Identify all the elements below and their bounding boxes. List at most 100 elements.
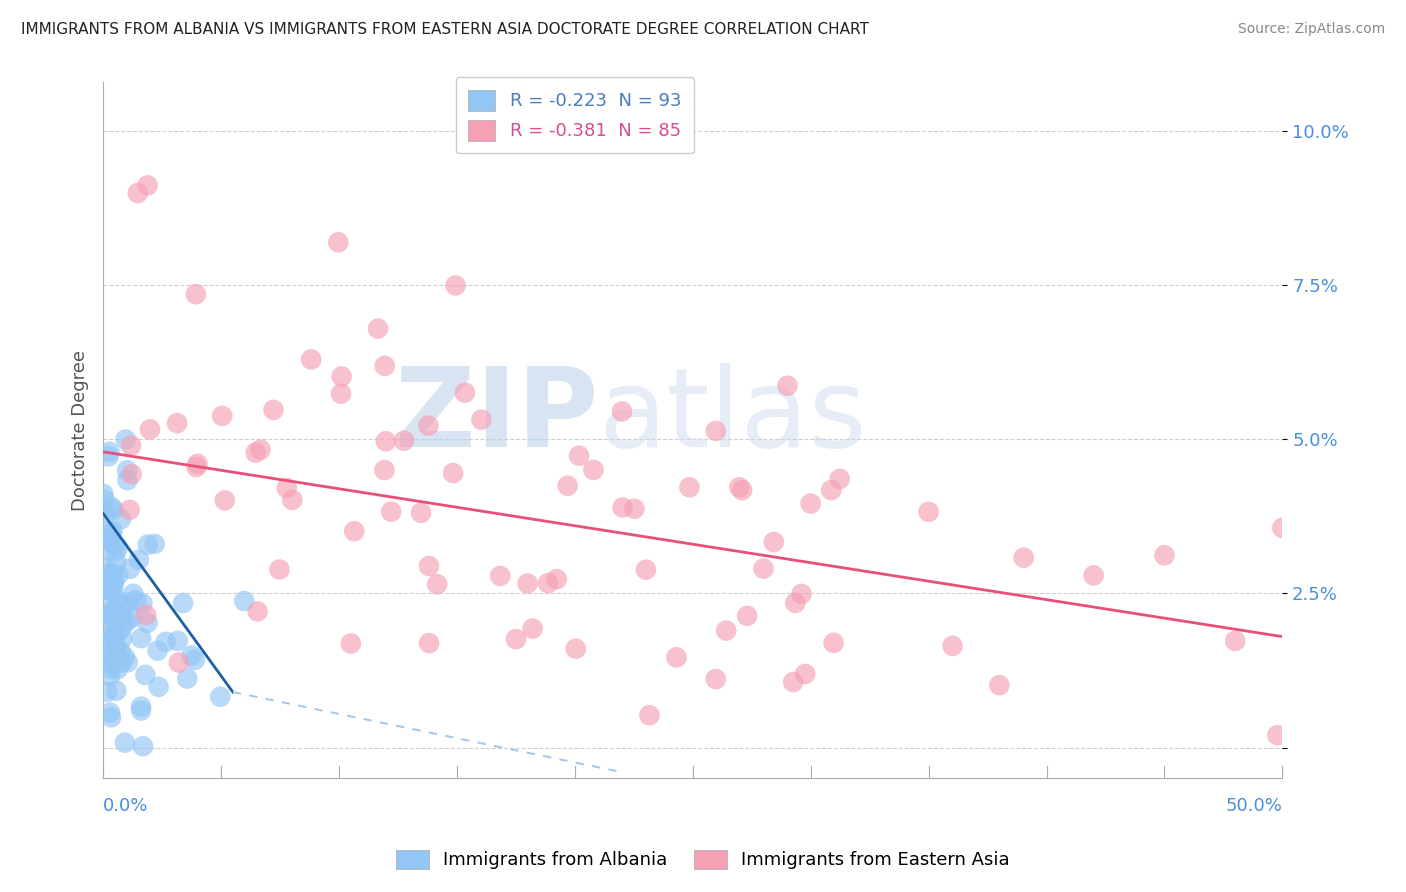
Point: [98, 582, 121, 596]
Point: [129, 699, 152, 714]
Point: [100, 569, 122, 583]
Point: [94, 582, 117, 596]
Point: [111, 620, 134, 634]
Point: [148, 680, 170, 694]
Point: [1083, 568, 1105, 582]
Point: [988, 678, 1011, 692]
Point: [704, 672, 727, 686]
Point: [800, 496, 823, 510]
Point: [103, 574, 125, 589]
Point: [263, 402, 285, 417]
Point: [245, 445, 267, 459]
Point: [111, 632, 134, 646]
Point: [117, 656, 139, 670]
Point: [97, 648, 120, 663]
Point: [441, 466, 464, 480]
Point: [93, 560, 115, 574]
Point: [107, 662, 129, 676]
Point: [103, 574, 125, 588]
Point: [129, 704, 152, 718]
Point: [100, 527, 122, 541]
Point: [93, 637, 115, 651]
Point: [426, 577, 449, 591]
Point: [211, 409, 233, 423]
Point: [103, 629, 125, 643]
Point: [665, 650, 688, 665]
Point: [103, 603, 125, 617]
Point: [134, 668, 156, 682]
Point: [735, 608, 758, 623]
Y-axis label: Doctorate Degree: Doctorate Degree: [72, 350, 89, 511]
Point: [117, 614, 139, 628]
Point: [454, 385, 477, 400]
Point: [101, 584, 124, 599]
Point: [98, 662, 121, 676]
Point: [103, 607, 125, 621]
Point: [184, 653, 207, 667]
Point: [91, 487, 114, 501]
Point: [612, 500, 634, 515]
Point: [96, 649, 118, 664]
Point: [1153, 549, 1175, 563]
Point: [537, 576, 560, 591]
Point: [246, 604, 269, 618]
Point: [828, 472, 851, 486]
Point: [121, 610, 143, 624]
Point: [233, 594, 256, 608]
Point: [105, 556, 128, 570]
Point: [367, 321, 389, 335]
Point: [118, 562, 141, 576]
Text: IMMIGRANTS FROM ALBANIA VS IMMIGRANTS FROM EASTERN ASIA DOCTORATE DEGREE CORRELA: IMMIGRANTS FROM ALBANIA VS IMMIGRANTS FR…: [21, 22, 869, 37]
Point: [131, 597, 153, 611]
Point: [409, 506, 432, 520]
Point: [100, 634, 122, 648]
Point: [107, 540, 129, 554]
Point: [187, 457, 209, 471]
Point: [100, 610, 122, 624]
Point: [110, 644, 132, 658]
Point: [94, 524, 117, 539]
Point: [392, 434, 415, 448]
Point: [1012, 550, 1035, 565]
Point: [120, 438, 142, 452]
Point: [418, 558, 440, 573]
Point: [380, 505, 402, 519]
Point: [638, 708, 661, 723]
Point: [716, 624, 738, 638]
Point: [565, 641, 588, 656]
Point: [101, 627, 124, 641]
Point: [114, 650, 136, 665]
Point: [568, 449, 591, 463]
Point: [678, 480, 700, 494]
Point: [100, 500, 122, 514]
Point: [330, 386, 353, 401]
Point: [340, 636, 363, 650]
Point: [167, 656, 190, 670]
Point: [117, 596, 139, 610]
Point: [100, 616, 122, 631]
Point: [794, 667, 817, 681]
Point: [115, 463, 138, 477]
Point: [752, 561, 775, 575]
Text: atlas: atlas: [599, 363, 868, 470]
Point: [114, 736, 136, 750]
Point: [823, 636, 845, 650]
Point: [97, 543, 120, 558]
Point: [281, 492, 304, 507]
Point: [209, 690, 232, 704]
Point: [103, 566, 125, 581]
Point: [634, 563, 657, 577]
Point: [790, 587, 813, 601]
Point: [418, 418, 440, 433]
Point: [166, 416, 188, 430]
Point: [782, 675, 804, 690]
Point: [610, 404, 633, 418]
Point: [135, 607, 157, 622]
Point: [97, 450, 120, 464]
Point: [107, 568, 129, 582]
Point: [1271, 521, 1294, 535]
Point: [470, 412, 492, 426]
Point: [94, 582, 117, 597]
Point: [186, 460, 208, 475]
Point: [100, 710, 122, 724]
